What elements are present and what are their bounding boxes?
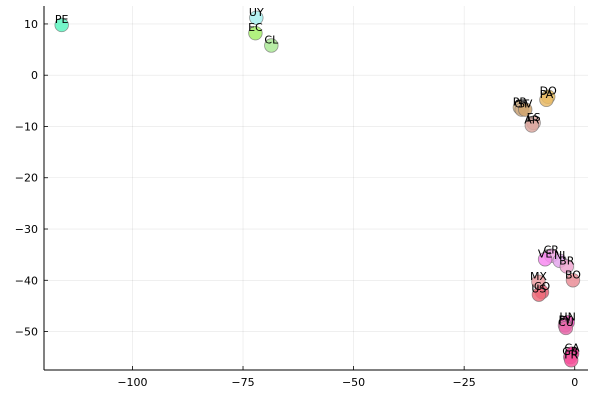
- point-label-ca: CA: [564, 342, 580, 355]
- point-ec: [248, 25, 263, 41]
- point-label-ve: VE: [538, 247, 553, 260]
- y-tick-label: −30: [15, 223, 38, 236]
- point-br: [559, 259, 574, 274]
- point-label-mx: MX: [530, 270, 547, 283]
- point-sv: [517, 102, 533, 117]
- point-label-fr: FR: [564, 348, 578, 361]
- point-label-br: BR: [559, 254, 575, 267]
- point-label-bo: BO: [565, 268, 581, 281]
- y-tick-label: −50: [15, 326, 38, 339]
- y-tick-label: −20: [15, 172, 38, 185]
- point-label-ar: AR: [524, 113, 540, 126]
- data-points: [54, 10, 581, 368]
- grid-lines: [44, 6, 588, 370]
- point-label-do: DO: [540, 85, 557, 98]
- y-tick-label: 10: [24, 18, 38, 31]
- point-label-pe: PE: [55, 13, 69, 26]
- point-label-gt: GT: [514, 98, 529, 111]
- point-us: [531, 287, 547, 302]
- point-label-ec: EC: [248, 21, 263, 34]
- point-label-ni: NI: [554, 249, 565, 262]
- x-tick-label: −25: [453, 376, 476, 389]
- x-tick-label: −100: [117, 376, 147, 389]
- point-label-pa: PA: [540, 88, 554, 101]
- point-label-gb: GB: [562, 345, 578, 358]
- point-label-co: CO: [534, 280, 551, 293]
- point-label-us: US: [531, 283, 546, 296]
- point-ve: [537, 252, 553, 267]
- point-pa: [539, 92, 554, 108]
- point-label-sv: SV: [518, 98, 533, 111]
- x-tick-label: −50: [342, 376, 365, 389]
- point-label-cr: CR: [544, 244, 560, 257]
- point-pe: [54, 17, 69, 33]
- point-fr: [563, 353, 579, 368]
- y-tick-label: −40: [15, 274, 38, 287]
- point-label-pr: PR: [513, 96, 528, 109]
- x-tick-label: 0: [571, 376, 578, 389]
- point-bo: [565, 273, 581, 288]
- axes: [43, 6, 588, 371]
- point-uy: [249, 10, 264, 25]
- point-label-cu: CU: [558, 316, 574, 329]
- point-cu: [558, 320, 574, 336]
- point-label-hn: HN: [559, 310, 576, 323]
- point-label-py: PY: [558, 313, 571, 326]
- point-label-cl: CL: [264, 33, 279, 46]
- x-tick-label: −75: [231, 376, 254, 389]
- point-ar: [524, 118, 540, 133]
- tick-labels: −100 −75 −50 −25 0 10 0 −10 −20 −30 −40 −50: [15, 18, 578, 389]
- point-label-uy: UY: [249, 6, 264, 19]
- y-tick-label: 0: [31, 69, 38, 82]
- point-label-es: ES: [527, 111, 541, 124]
- y-tick-label: −10: [15, 120, 38, 133]
- point-cl: [264, 38, 279, 53]
